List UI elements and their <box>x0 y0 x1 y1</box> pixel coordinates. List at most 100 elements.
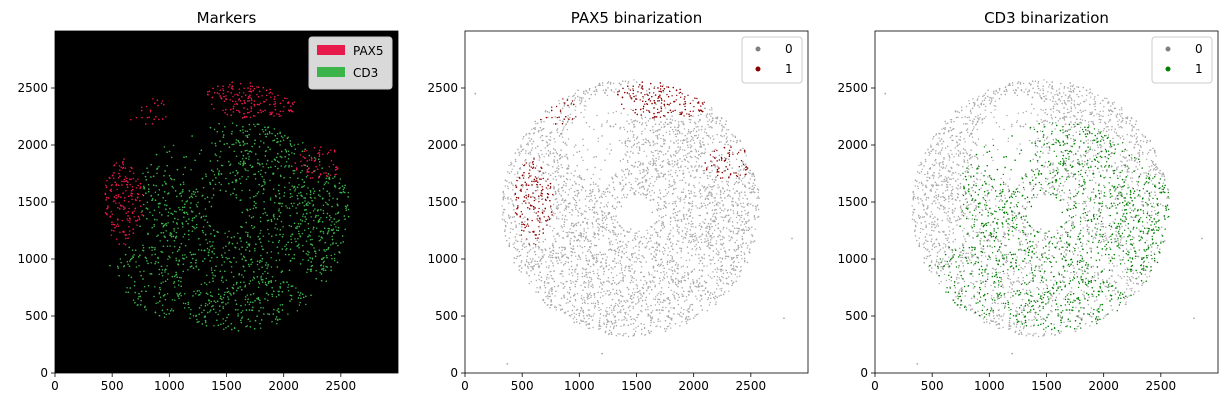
data-point <box>739 149 741 151</box>
data-point <box>627 114 629 116</box>
data-point <box>228 249 230 252</box>
data-point <box>190 195 193 197</box>
data-point <box>747 220 749 223</box>
data-point <box>692 130 695 132</box>
data-point <box>675 140 678 142</box>
data-point <box>135 266 138 268</box>
data-point <box>558 175 560 177</box>
data-point <box>678 121 680 123</box>
data-point <box>709 276 711 278</box>
data-point <box>232 292 235 295</box>
data-point <box>754 205 757 207</box>
data-point <box>279 110 282 113</box>
data-point <box>726 161 728 164</box>
data-point <box>626 168 629 170</box>
data-point <box>142 172 144 175</box>
data-point <box>643 176 645 178</box>
data-point <box>594 212 596 214</box>
data-point <box>227 86 230 88</box>
data-point <box>580 214 583 216</box>
data-point <box>307 227 310 230</box>
data-point <box>676 224 678 226</box>
data-point <box>210 233 212 235</box>
data-point <box>204 319 207 322</box>
data-point <box>142 278 144 280</box>
data-point <box>715 121 717 123</box>
data-point <box>568 273 570 275</box>
data-point <box>582 159 584 162</box>
data-point <box>206 247 209 250</box>
data-point <box>259 259 261 262</box>
data-point <box>683 128 686 130</box>
data-point <box>296 212 298 214</box>
data-point <box>574 92 577 95</box>
data-point <box>226 113 229 116</box>
data-point <box>325 177 328 179</box>
data-point <box>699 143 701 145</box>
data-point <box>634 291 636 294</box>
data-point <box>337 226 340 229</box>
data-point <box>211 142 213 144</box>
data-point <box>716 149 718 152</box>
data-point <box>291 102 294 104</box>
data-point <box>279 132 281 135</box>
data-point <box>250 106 252 108</box>
data-point <box>240 304 242 307</box>
data-point <box>715 204 717 206</box>
data-point <box>161 100 164 102</box>
data-point <box>339 251 341 254</box>
data-point <box>155 260 157 263</box>
data-point <box>215 154 217 157</box>
data-point <box>179 292 182 294</box>
data-point <box>114 200 116 202</box>
data-point <box>648 191 651 193</box>
data-point <box>259 216 262 219</box>
data-point <box>307 187 309 189</box>
data-point <box>158 273 160 275</box>
data-point <box>267 299 269 302</box>
data-point <box>229 292 231 295</box>
data-point <box>695 205 697 207</box>
data-point <box>246 135 249 137</box>
data-point <box>344 218 346 220</box>
data-point <box>222 296 225 299</box>
data-point <box>683 207 685 209</box>
data-point <box>184 302 187 305</box>
data-point <box>533 199 536 202</box>
data-point <box>229 84 231 86</box>
data-point <box>561 254 563 256</box>
data-point <box>225 245 227 248</box>
data-point <box>270 218 273 221</box>
data-point <box>241 246 243 248</box>
data-point <box>239 182 242 185</box>
data-point <box>293 202 295 205</box>
data-point <box>169 177 172 179</box>
data-point <box>337 220 339 223</box>
data-point <box>614 266 616 268</box>
data-point <box>129 183 131 186</box>
data-point <box>127 237 129 239</box>
data-point <box>522 177 525 179</box>
data-point <box>728 229 730 231</box>
data-point <box>147 262 149 265</box>
data-point <box>614 219 616 221</box>
data-point <box>279 285 281 288</box>
data-point <box>190 253 193 256</box>
data-point <box>554 238 556 240</box>
data-point <box>270 257 272 259</box>
scatter-points <box>104 81 350 332</box>
data-point <box>309 177 312 179</box>
data-point <box>207 311 209 314</box>
data-point <box>315 166 317 168</box>
data-point <box>717 184 719 186</box>
data-point <box>609 326 612 328</box>
data-point <box>632 88 634 90</box>
data-point <box>535 123 537 125</box>
data-point <box>313 157 316 159</box>
data-point <box>570 172 572 174</box>
data-point <box>135 261 137 263</box>
data-point <box>597 303 599 306</box>
data-point <box>200 283 203 286</box>
data-point <box>126 260 129 263</box>
data-point <box>561 249 563 251</box>
